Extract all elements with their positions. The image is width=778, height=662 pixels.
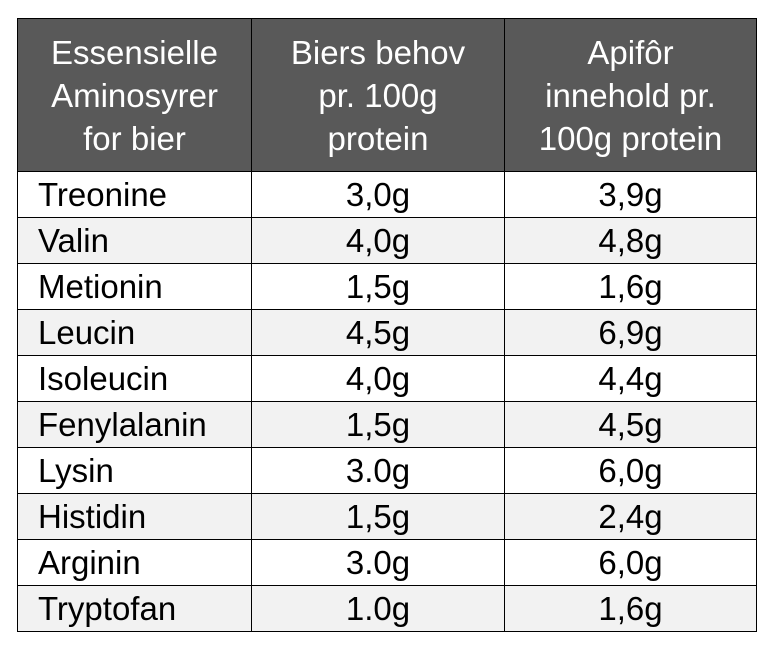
header-line: protein (327, 119, 429, 157)
apifor-content-value: 6,0g (504, 539, 757, 586)
table-row: Valin 4,0g 4,8g (17, 217, 757, 264)
apifor-content-value: 1,6g (504, 585, 757, 632)
amino-acid-name: Metionin (17, 263, 252, 310)
apifor-content-value: 3,9g (504, 171, 757, 218)
bee-requirement-value: 1.0g (251, 585, 505, 632)
header-line: innehold pr. (545, 76, 716, 114)
bee-requirement-value: 4,5g (251, 309, 505, 356)
bee-requirement-value: 3,0g (251, 171, 505, 218)
table-header: Essensielle Aminosyrer for bier Biers be… (17, 18, 757, 172)
bee-requirement-value: 1,5g (251, 263, 505, 310)
amino-acid-name: Isoleucin (17, 355, 252, 402)
bee-requirement-value: 3.0g (251, 447, 505, 494)
amino-acid-name: Histidin (17, 493, 252, 540)
apifor-content-value: 4,5g (504, 401, 757, 448)
header-apifor-content: Apifôr innehold pr. 100g protein (504, 18, 757, 172)
apifor-content-value: 1,6g (504, 263, 757, 310)
apifor-content-value: 4,8g (504, 217, 757, 264)
bee-requirement-value: 1,5g (251, 401, 505, 448)
apifor-content-value: 4,4g (504, 355, 757, 402)
table-row: Isoleucin 4,0g 4,4g (17, 355, 757, 402)
header-essential-amino-acids: Essensielle Aminosyrer for bier (17, 18, 252, 172)
amino-acid-name: Valin (17, 217, 252, 264)
table-row: Fenylalanin 1,5g 4,5g (17, 401, 757, 448)
header-line: Essensielle (51, 33, 218, 71)
amino-acid-name: Treonine (17, 171, 252, 218)
table-row: Leucin 4,5g 6,9g (17, 309, 757, 356)
table-row: Arginin 3.0g 6,0g (17, 539, 757, 586)
table-row: Lysin 3.0g 6,0g (17, 447, 757, 494)
table-row: Histidin 1,5g 2,4g (17, 493, 757, 540)
amino-acid-table: Essensielle Aminosyrer for bier Biers be… (17, 18, 757, 632)
bee-requirement-value: 1,5g (251, 493, 505, 540)
header-line: Apifôr (587, 33, 674, 71)
bee-requirement-value: 4,0g (251, 217, 505, 264)
bee-requirement-value: 3.0g (251, 539, 505, 586)
header-row: Essensielle Aminosyrer for bier Biers be… (17, 18, 757, 172)
header-line: 100g protein (538, 119, 723, 157)
header-bee-requirement: Biers behov pr. 100g protein (251, 18, 505, 172)
header-line: Aminosyrer (51, 76, 218, 114)
amino-acid-name: Lysin (17, 447, 252, 494)
header-line: for bier (83, 119, 186, 157)
table-body: Treonine 3,0g 3,9g Valin 4,0g 4,8g Metio… (17, 171, 757, 632)
apifor-content-value: 2,4g (504, 493, 757, 540)
apifor-content-value: 6,9g (504, 309, 757, 356)
amino-acid-name: Tryptofan (17, 585, 252, 632)
table-row: Tryptofan 1.0g 1,6g (17, 585, 757, 632)
amino-acid-name: Arginin (17, 539, 252, 586)
amino-acid-table-container: Essensielle Aminosyrer for bier Biers be… (17, 18, 757, 637)
amino-acid-name: Fenylalanin (17, 401, 252, 448)
table-row: Treonine 3,0g 3,9g (17, 171, 757, 218)
header-line: pr. 100g (318, 76, 438, 114)
bee-requirement-value: 4,0g (251, 355, 505, 402)
amino-acid-name: Leucin (17, 309, 252, 356)
header-line: Biers behov (290, 33, 466, 71)
table-row: Metionin 1,5g 1,6g (17, 263, 757, 310)
apifor-content-value: 6,0g (504, 447, 757, 494)
